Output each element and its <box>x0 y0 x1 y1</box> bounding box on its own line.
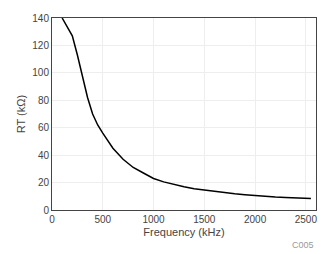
svg-text:40: 40 <box>38 150 50 161</box>
svg-text:0: 0 <box>43 205 49 216</box>
svg-text:C005: C005 <box>292 240 314 250</box>
svg-text:Frequency (kHz): Frequency (kHz) <box>143 226 224 238</box>
svg-text:RT (kΩ): RT (kΩ) <box>15 95 27 133</box>
svg-text:0: 0 <box>49 214 55 225</box>
svg-text:2000: 2000 <box>244 214 267 225</box>
svg-text:2500: 2500 <box>295 214 318 225</box>
svg-text:60: 60 <box>38 122 50 133</box>
svg-text:80: 80 <box>38 95 50 106</box>
svg-text:1000: 1000 <box>142 214 165 225</box>
svg-text:140: 140 <box>32 13 49 24</box>
svg-text:500: 500 <box>94 214 111 225</box>
svg-text:20: 20 <box>38 177 50 188</box>
svg-text:1500: 1500 <box>193 214 216 225</box>
svg-text:100: 100 <box>32 67 49 78</box>
svg-text:120: 120 <box>32 40 49 51</box>
